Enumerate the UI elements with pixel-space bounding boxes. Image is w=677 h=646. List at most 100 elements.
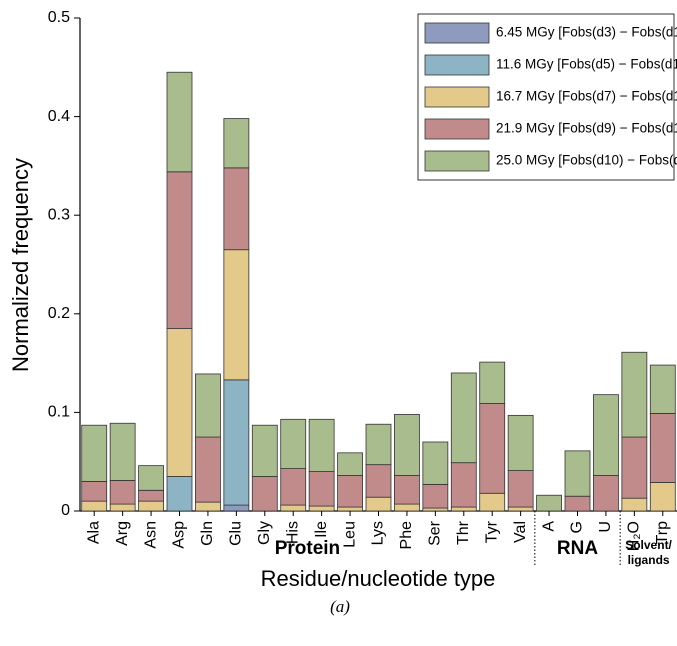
- x-tick-label: Asn: [142, 521, 159, 549]
- bar-segment: [507, 470, 534, 508]
- x-tick-label: Thr: [455, 520, 472, 545]
- bar-segment: [394, 413, 420, 476]
- bar-segment: [280, 504, 307, 512]
- x-tick-label: Leu: [341, 521, 358, 548]
- bar-segment: [365, 496, 392, 512]
- bar-segment: [337, 452, 363, 476]
- bar-segment: [564, 450, 591, 497]
- bar-segment: [166, 171, 193, 329]
- y-tick-label: 0.4: [48, 108, 70, 125]
- bar-segment: [308, 471, 335, 507]
- bar-segment: [166, 476, 193, 512]
- bar-segment: [479, 492, 506, 512]
- bar-segment: [536, 494, 562, 512]
- x-tick-label: Tyr: [483, 520, 500, 543]
- group-label: Solvent/: [625, 538, 672, 552]
- bar-segment: [308, 505, 335, 512]
- bar-segment: [223, 379, 250, 506]
- bar-segment: [621, 436, 648, 499]
- x-tick-label: Glu: [228, 521, 245, 546]
- legend-swatch: [424, 22, 490, 44]
- bar-segment: [450, 506, 477, 512]
- bar-segment: [223, 504, 250, 512]
- bar-segment: [109, 422, 136, 481]
- legend-label: 21.9 MGy [Fobs(d9) − Fobs(d1)]: [496, 121, 677, 136]
- bar-segment: [479, 403, 506, 494]
- bar-segment: [593, 475, 619, 512]
- bar-segment: [507, 506, 534, 512]
- bar-segment: [450, 372, 477, 464]
- bar-segment: [195, 436, 221, 503]
- bar-segment: [593, 394, 619, 476]
- bar-segment: [81, 424, 108, 482]
- bar-segment: [251, 424, 278, 477]
- bar-segment: [109, 480, 136, 505]
- bar-segment: [195, 501, 221, 512]
- bar-segment: [223, 249, 250, 381]
- bar-segment: [337, 506, 363, 512]
- bar-segment: [308, 418, 335, 472]
- bar-segment: [649, 364, 676, 414]
- bar-segment: [223, 118, 250, 169]
- y-tick-label: 0.3: [48, 206, 70, 223]
- bar-segment: [394, 475, 420, 505]
- legend-label: 16.7 MGy [Fobs(d7) − Fobs(d1)]: [496, 89, 677, 104]
- x-tick-label: Phe: [398, 521, 415, 550]
- bar-segment: [365, 464, 392, 498]
- x-tick-label: A: [540, 521, 557, 532]
- bar-segment: [81, 500, 108, 512]
- bar-segment: [564, 495, 591, 512]
- y-tick-label: 0.1: [48, 404, 70, 421]
- bar-segment: [422, 483, 449, 509]
- group-label: ligands: [628, 553, 670, 567]
- bar-segment: [280, 468, 307, 506]
- bar-segment: [109, 503, 136, 512]
- bar-segment: [81, 481, 108, 502]
- x-tick-label: Ser: [427, 520, 444, 546]
- legend-swatch: [424, 86, 490, 108]
- x-tick-label: Arg: [114, 521, 131, 546]
- bar-segment: [649, 482, 676, 512]
- bar-segment: [223, 167, 250, 251]
- bar-segment: [394, 503, 420, 512]
- legend-label: 11.6 MGy [Fobs(d5) − Fobs(d1)]: [496, 57, 677, 72]
- y-tick-label: 0.5: [48, 9, 70, 26]
- group-label: RNA: [557, 538, 598, 559]
- group-label: Protein: [275, 538, 340, 559]
- bar-segment: [450, 462, 477, 508]
- x-axis-label: Residue/nucleotide type: [261, 566, 496, 591]
- legend-label: 6.45 MGy [Fobs(d3) − Fobs(d1)]: [496, 25, 677, 40]
- x-tick-label: Gln: [199, 521, 216, 546]
- x-tick-label: H₂O: [626, 521, 643, 551]
- x-tick-label: Gly: [256, 521, 273, 545]
- bar-segment: [621, 351, 648, 438]
- bar-segment: [195, 373, 221, 438]
- x-tick-label: Lys: [370, 521, 387, 545]
- bar-segment: [138, 500, 164, 512]
- bar-segment: [365, 423, 392, 466]
- bar-segment: [138, 465, 164, 491]
- bar-segment: [422, 507, 449, 512]
- legend-swatch: [424, 118, 490, 140]
- x-tick-label: Ala: [85, 521, 102, 544]
- bar-segment: [507, 414, 534, 471]
- bar-segment: [138, 489, 164, 502]
- legend-swatch: [424, 150, 490, 172]
- x-tick-label: His: [284, 521, 301, 544]
- bar-segment: [649, 412, 676, 483]
- y-tick-label: 0.2: [48, 305, 70, 322]
- x-tick-label: Trp: [654, 521, 671, 545]
- bar-segment: [166, 328, 193, 477]
- bar-segment: [280, 418, 307, 470]
- y-axis-label: Normalized frequency: [8, 158, 33, 372]
- bar-segment: [337, 475, 363, 508]
- x-tick-label: U: [597, 521, 614, 533]
- bar-segment: [166, 71, 193, 173]
- x-tick-label: Ile: [313, 521, 330, 538]
- x-tick-label: Asp: [171, 521, 188, 549]
- bar-segment: [251, 476, 278, 512]
- x-tick-label: G: [569, 521, 586, 533]
- legend-swatch: [424, 54, 490, 76]
- bar-segment: [621, 497, 648, 512]
